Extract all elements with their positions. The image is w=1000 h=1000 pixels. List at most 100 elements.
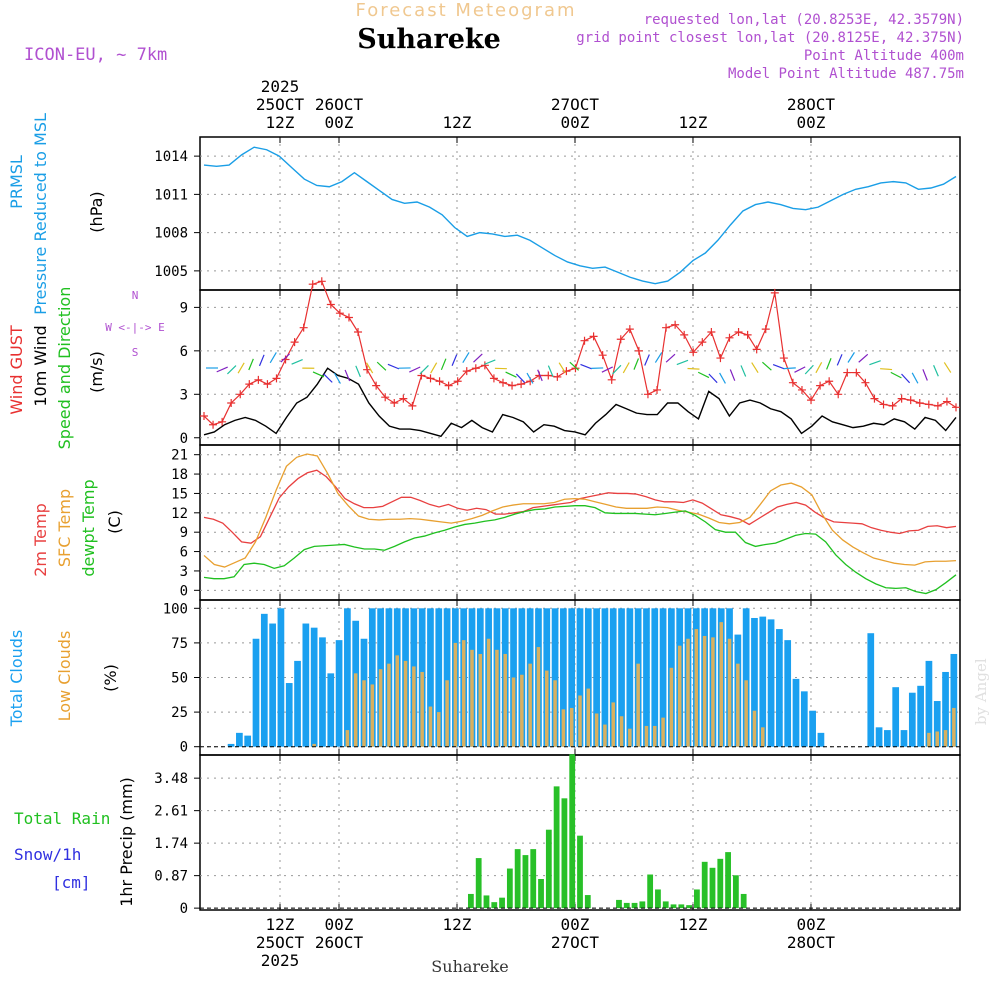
y-tick-label: 21 bbox=[171, 448, 188, 464]
y-tick-label: 1014 bbox=[154, 149, 188, 165]
low-cloud-bar bbox=[370, 684, 375, 747]
wind-direction-arrow bbox=[483, 359, 496, 365]
y-tick-label: 3 bbox=[180, 387, 188, 403]
total-cloud-bar bbox=[925, 660, 933, 747]
low-cloud-bar bbox=[528, 663, 532, 747]
gust-marker bbox=[888, 401, 897, 410]
gust-marker bbox=[399, 394, 408, 403]
wind-direction-arrow bbox=[676, 359, 689, 366]
wind-direction-arrow bbox=[526, 372, 534, 384]
wind-direction-arrow bbox=[836, 354, 843, 366]
total-cloud-bar bbox=[651, 608, 659, 747]
total-cloud-bar bbox=[892, 687, 900, 747]
gust-marker bbox=[363, 365, 372, 374]
total-cloud-bar bbox=[236, 732, 243, 747]
rain-bar bbox=[483, 895, 490, 909]
gust-marker bbox=[426, 374, 435, 383]
panel-frame-wind bbox=[199, 289, 961, 446]
gust-marker bbox=[834, 390, 843, 399]
gust-marker bbox=[236, 390, 245, 399]
wind-direction-arrow bbox=[847, 352, 855, 363]
wind-direction-arrow bbox=[440, 358, 447, 371]
time-label-top: 28OCT bbox=[787, 95, 836, 114]
rain-bar bbox=[569, 754, 576, 909]
low-cloud-bar bbox=[644, 725, 649, 747]
low-cloud-bar bbox=[445, 680, 449, 747]
low-cloud-bar bbox=[628, 728, 632, 747]
gust-marker bbox=[952, 403, 960, 412]
gust-marker bbox=[290, 338, 299, 347]
gust-marker bbox=[589, 332, 598, 341]
low-cloud-bar bbox=[520, 674, 524, 747]
rain-bar bbox=[530, 849, 537, 909]
wind-direction-arrow bbox=[365, 362, 374, 374]
total-cloud-bar bbox=[551, 608, 559, 747]
gust-marker bbox=[598, 351, 607, 360]
low-cloud-bar bbox=[611, 702, 615, 747]
time-label-bottom: 12Z bbox=[679, 915, 708, 934]
y-tick-label: 12 bbox=[171, 506, 188, 522]
y-tick-label: 0 bbox=[180, 583, 188, 599]
gust-marker bbox=[870, 394, 879, 403]
gust-marker bbox=[580, 336, 589, 345]
wind-direction-arrow bbox=[269, 352, 277, 364]
wind-direction-arrow bbox=[355, 365, 361, 378]
total-cloud-bar bbox=[227, 743, 235, 747]
rain-bar bbox=[506, 868, 513, 909]
time-label-top: 12Z bbox=[679, 113, 708, 132]
pressure-unit: (hPa) bbox=[87, 191, 106, 232]
rain-bar bbox=[662, 901, 669, 909]
total-cloud-bar bbox=[950, 653, 958, 747]
rain-bar bbox=[717, 858, 724, 909]
total-cloud-bar bbox=[942, 671, 949, 747]
gust-marker bbox=[263, 380, 272, 389]
wind-direction-arrow bbox=[419, 365, 429, 375]
low-cloud-bar bbox=[362, 680, 366, 747]
rain-bar bbox=[709, 867, 716, 909]
gust-marker bbox=[779, 354, 788, 363]
low-cloud-bar bbox=[420, 671, 424, 747]
time-label-top: 26OCT bbox=[315, 95, 364, 114]
wind-direction-arrow bbox=[644, 354, 650, 366]
low-cloud-bar bbox=[935, 731, 939, 747]
gust-marker bbox=[643, 390, 652, 399]
gust-marker bbox=[444, 381, 453, 390]
total-cloud-bar bbox=[601, 608, 609, 747]
compass-s: S bbox=[132, 346, 139, 359]
total-cloud-bar bbox=[576, 608, 584, 747]
total-cloud-bar bbox=[327, 673, 335, 747]
total-cloud-bar bbox=[294, 660, 301, 747]
clouds-unit: (%) bbox=[101, 664, 120, 692]
low-cloud-bar bbox=[661, 717, 665, 747]
total-cloud-bar bbox=[618, 608, 625, 747]
rain-bar bbox=[623, 902, 630, 909]
sfc-temp-line bbox=[203, 453, 957, 568]
gust-marker bbox=[879, 400, 888, 409]
low-clouds-label: Low Clouds bbox=[55, 631, 74, 722]
wind-direction-arrow bbox=[880, 368, 893, 371]
gust-marker bbox=[471, 364, 480, 373]
rain-bar bbox=[491, 902, 498, 909]
total-cloud-bar bbox=[568, 608, 576, 747]
wind-direction-arrow bbox=[762, 361, 772, 371]
time-label-bottom: 26OCT bbox=[315, 933, 364, 952]
gust-marker bbox=[843, 368, 852, 377]
y-tick-label: 9 bbox=[180, 525, 188, 541]
total-cloud-bar bbox=[784, 640, 792, 747]
wind-direction-arrow bbox=[601, 366, 613, 373]
gust-marker bbox=[942, 397, 951, 406]
y-tick-label: 1005 bbox=[154, 264, 188, 280]
low-cloud-bar bbox=[395, 655, 399, 747]
low-cloud-bar bbox=[594, 713, 599, 747]
gust-marker bbox=[761, 325, 770, 334]
gust-marker bbox=[462, 367, 471, 376]
gust-marker bbox=[218, 417, 227, 426]
snow-unit-label: [cm] bbox=[52, 873, 91, 892]
wind-direction-arrow bbox=[333, 372, 341, 384]
wind-direction-arrow bbox=[216, 366, 228, 373]
wind-direction-arrow bbox=[505, 371, 517, 378]
total-cloud-bar bbox=[285, 683, 293, 747]
gust-marker bbox=[390, 398, 399, 407]
rain-bar bbox=[678, 904, 685, 909]
